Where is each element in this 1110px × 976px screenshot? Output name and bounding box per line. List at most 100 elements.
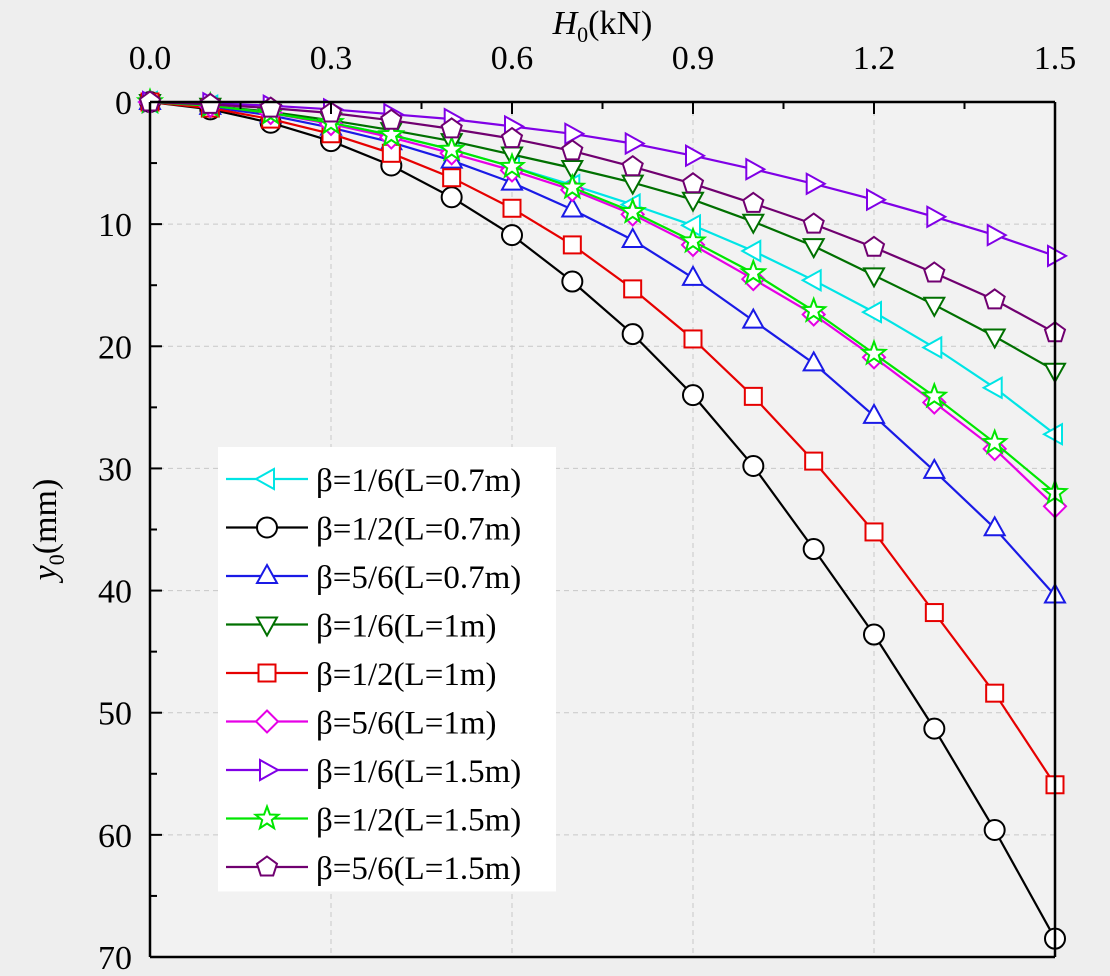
legend-item: β=1/2(L=0.7m)	[226, 512, 521, 548]
data-point	[502, 198, 522, 218]
legend-marker	[259, 758, 281, 782]
data-point	[561, 270, 584, 293]
legend: β=1/6(L=0.7m) β=1/2(L=0.7m) β=5/6(L=0.7m) β…	[218, 447, 556, 892]
legend-label: β=1/6(L=1m)	[316, 609, 497, 645]
data-point	[981, 376, 1003, 400]
data-point	[741, 213, 765, 235]
data-point	[986, 223, 1008, 247]
data-point	[1047, 244, 1069, 268]
data-point	[922, 296, 946, 318]
data-point	[745, 157, 767, 181]
legend-label: β=1/2(L=0.7m)	[316, 512, 521, 548]
legend-marker	[253, 467, 275, 491]
data-point	[681, 264, 705, 286]
data-point	[741, 307, 765, 329]
data-point	[623, 279, 643, 299]
series-line	[149, 100, 1056, 334]
data-point	[621, 323, 644, 346]
legend-label: β=1/6(L=1.5m)	[316, 754, 521, 790]
legend-marker	[255, 855, 279, 877]
series-line	[149, 100, 1056, 940]
y-tick-label: 30	[98, 451, 132, 488]
data-point	[923, 261, 946, 283]
data-point	[802, 538, 825, 561]
legend-item: β=1/6(L=1m)	[226, 609, 497, 645]
legend-marker	[255, 616, 279, 638]
legend-label: β=5/6(L=0.7m)	[316, 560, 521, 596]
legend-item: β=1/2(L=1.5m)	[226, 803, 521, 839]
x-axis-label: H0(kN)	[552, 5, 653, 47]
x-tick-label: 1.5	[1034, 40, 1077, 77]
data-point	[743, 386, 763, 406]
data-point	[501, 224, 523, 247]
data-point	[678, 226, 708, 254]
data-point	[561, 139, 584, 161]
data-point	[437, 134, 466, 162]
data-point	[983, 515, 1007, 537]
legend-label: β=1/2(L=1m)	[316, 657, 497, 693]
y-tick-label: 50	[98, 696, 132, 733]
data-point	[740, 239, 762, 263]
data-point	[564, 122, 586, 146]
y-axis-label: y0(mm)	[27, 479, 69, 584]
data-point	[199, 92, 222, 114]
legend-label: β=1/6(L=0.7m)	[316, 463, 521, 499]
x-tick-label: 0.0	[129, 40, 172, 77]
data-point	[440, 117, 463, 139]
data-point	[560, 160, 584, 182]
x-tick-label: 0.9	[672, 40, 715, 77]
data-point	[862, 402, 886, 424]
legend-item: β=1/6(L=0.7m)	[226, 463, 521, 499]
data-point	[624, 131, 646, 156]
legend-label: β=1/2(L=1.5m)	[316, 803, 521, 839]
x-tick-label: 0.6	[491, 40, 534, 77]
legend-item: β=1/6(L=1.5m)	[226, 754, 521, 790]
y-tick-label: 20	[98, 329, 132, 366]
data-point	[862, 267, 886, 289]
data-point	[683, 329, 703, 349]
y-tick-label: 40	[98, 574, 132, 611]
data-point	[442, 168, 462, 188]
data-point	[983, 288, 1006, 310]
data-point	[860, 300, 882, 324]
legend-marker	[255, 562, 279, 584]
legend-item: β=5/6(L=1.5m)	[226, 851, 521, 887]
data-point	[799, 296, 828, 323]
data-point	[621, 226, 645, 248]
data-point	[804, 451, 824, 471]
data-point	[921, 335, 943, 360]
legend-marker	[257, 663, 277, 683]
series-line	[149, 100, 1056, 494]
series-line	[149, 100, 1056, 257]
data-point	[985, 683, 1005, 703]
data-point	[859, 338, 889, 366]
data-point	[862, 235, 886, 257]
data-point	[558, 172, 587, 200]
data-point	[742, 191, 765, 213]
data-point	[742, 454, 765, 477]
data-point	[562, 235, 582, 255]
series-group	[135, 87, 1070, 950]
data-point	[618, 197, 647, 224]
legend-marker	[252, 803, 282, 831]
axes: 0.0 0.3 0.6 0.9 1.2 1.5 0 10 20 30 40 50 60 70 H0(kN) y…	[27, 5, 1077, 976]
legend-item: β=5/6(L=0.7m)	[226, 560, 521, 596]
x-tick-label: 0.3	[310, 40, 353, 77]
y-tick-label: 70	[98, 940, 132, 971]
series-line	[149, 100, 1056, 597]
data-point	[866, 188, 888, 212]
data-point	[739, 258, 768, 286]
legend-item: β=1/2(L=1m)	[226, 657, 497, 693]
data-point	[500, 126, 524, 149]
data-point	[802, 350, 826, 372]
data-point	[685, 144, 707, 168]
data-point	[802, 212, 825, 234]
data-point	[380, 108, 403, 130]
data-point	[980, 427, 1009, 455]
data-point	[377, 120, 406, 148]
data-point	[621, 154, 644, 177]
y-tick-label: 60	[98, 818, 132, 855]
series-line	[149, 100, 1056, 372]
legend-marker	[256, 516, 278, 539]
